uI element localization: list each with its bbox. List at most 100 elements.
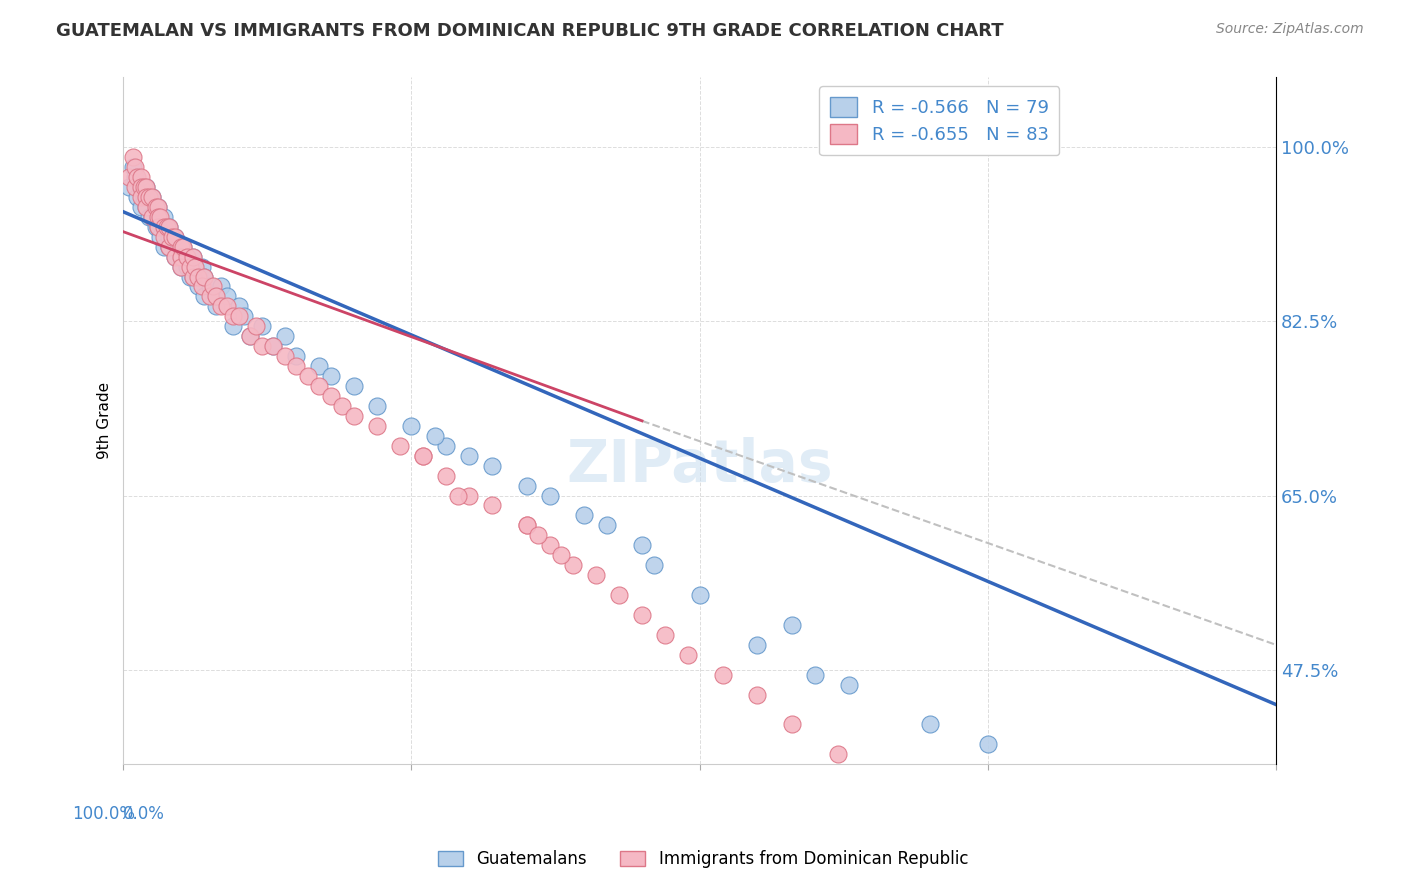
- Point: [187, 279, 209, 293]
- Point: [780, 717, 803, 731]
- Point: [135, 200, 157, 214]
- Point: [179, 260, 201, 274]
- Point: [132, 190, 155, 204]
- Point: [250, 339, 273, 353]
- Point: [366, 418, 388, 433]
- Point: [198, 279, 221, 293]
- Point: [250, 319, 273, 334]
- Point: [156, 219, 179, 234]
- Point: [689, 588, 711, 602]
- Point: [179, 269, 201, 284]
- Point: [193, 269, 215, 284]
- Point: [262, 339, 284, 353]
- Point: [160, 229, 183, 244]
- Point: [124, 180, 146, 194]
- Point: [187, 269, 209, 284]
- Point: [193, 269, 215, 284]
- Point: [152, 229, 174, 244]
- Point: [596, 518, 619, 533]
- Point: [607, 588, 630, 602]
- Point: [165, 229, 187, 244]
- Point: [176, 260, 198, 274]
- Point: [165, 250, 187, 264]
- Point: [827, 747, 849, 762]
- Point: [127, 169, 149, 184]
- Point: [343, 379, 366, 393]
- Text: ZIPatlas: ZIPatlas: [567, 437, 832, 494]
- Point: [172, 240, 194, 254]
- Point: [228, 310, 250, 324]
- Point: [297, 369, 319, 384]
- Point: [129, 169, 152, 184]
- Point: [862, 767, 884, 781]
- Point: [631, 538, 654, 552]
- Point: [181, 269, 204, 284]
- Point: [146, 219, 169, 234]
- Point: [135, 190, 157, 204]
- Point: [458, 489, 481, 503]
- Point: [401, 418, 423, 433]
- Point: [516, 518, 538, 533]
- Point: [146, 200, 169, 214]
- Point: [167, 240, 190, 254]
- Point: [676, 648, 699, 662]
- Point: [170, 250, 193, 264]
- Point: [527, 528, 550, 542]
- Point: [184, 260, 207, 274]
- Point: [643, 558, 665, 573]
- Point: [412, 449, 434, 463]
- Point: [159, 240, 181, 254]
- Point: [129, 180, 152, 194]
- Point: [434, 468, 457, 483]
- Point: [273, 349, 295, 363]
- Point: [239, 329, 262, 343]
- Point: [135, 200, 157, 214]
- Point: [285, 359, 308, 373]
- Point: [121, 160, 143, 174]
- Point: [222, 310, 245, 324]
- Point: [152, 210, 174, 224]
- Point: [159, 219, 181, 234]
- Point: [273, 329, 295, 343]
- Point: [209, 299, 232, 313]
- Point: [170, 240, 193, 254]
- Text: 0.0%: 0.0%: [124, 805, 166, 823]
- Point: [747, 688, 769, 702]
- Point: [176, 250, 198, 264]
- Point: [711, 667, 734, 681]
- Point: [138, 190, 160, 204]
- Point: [141, 190, 163, 204]
- Point: [631, 607, 654, 622]
- Point: [239, 329, 262, 343]
- Point: [308, 379, 330, 393]
- Point: [198, 289, 221, 303]
- Point: [149, 229, 172, 244]
- Point: [127, 190, 149, 204]
- Point: [330, 399, 353, 413]
- Point: [804, 667, 827, 681]
- Point: [446, 489, 468, 503]
- Point: [343, 409, 366, 423]
- Point: [233, 310, 256, 324]
- Point: [129, 180, 152, 194]
- Point: [170, 240, 193, 254]
- Point: [141, 210, 163, 224]
- Point: [747, 638, 769, 652]
- Point: [920, 717, 942, 731]
- Point: [160, 229, 183, 244]
- Point: [1035, 777, 1057, 791]
- Point: [366, 399, 388, 413]
- Point: [138, 210, 160, 224]
- Point: [145, 200, 167, 214]
- Point: [193, 289, 215, 303]
- Point: [434, 439, 457, 453]
- Point: [121, 150, 143, 164]
- Legend: R = -0.566   N = 79, R = -0.655   N = 83: R = -0.566 N = 79, R = -0.655 N = 83: [820, 87, 1060, 155]
- Point: [181, 250, 204, 264]
- Point: [838, 678, 860, 692]
- Point: [156, 219, 179, 234]
- Point: [896, 787, 918, 801]
- Point: [654, 628, 676, 642]
- Point: [481, 458, 503, 473]
- Point: [202, 279, 225, 293]
